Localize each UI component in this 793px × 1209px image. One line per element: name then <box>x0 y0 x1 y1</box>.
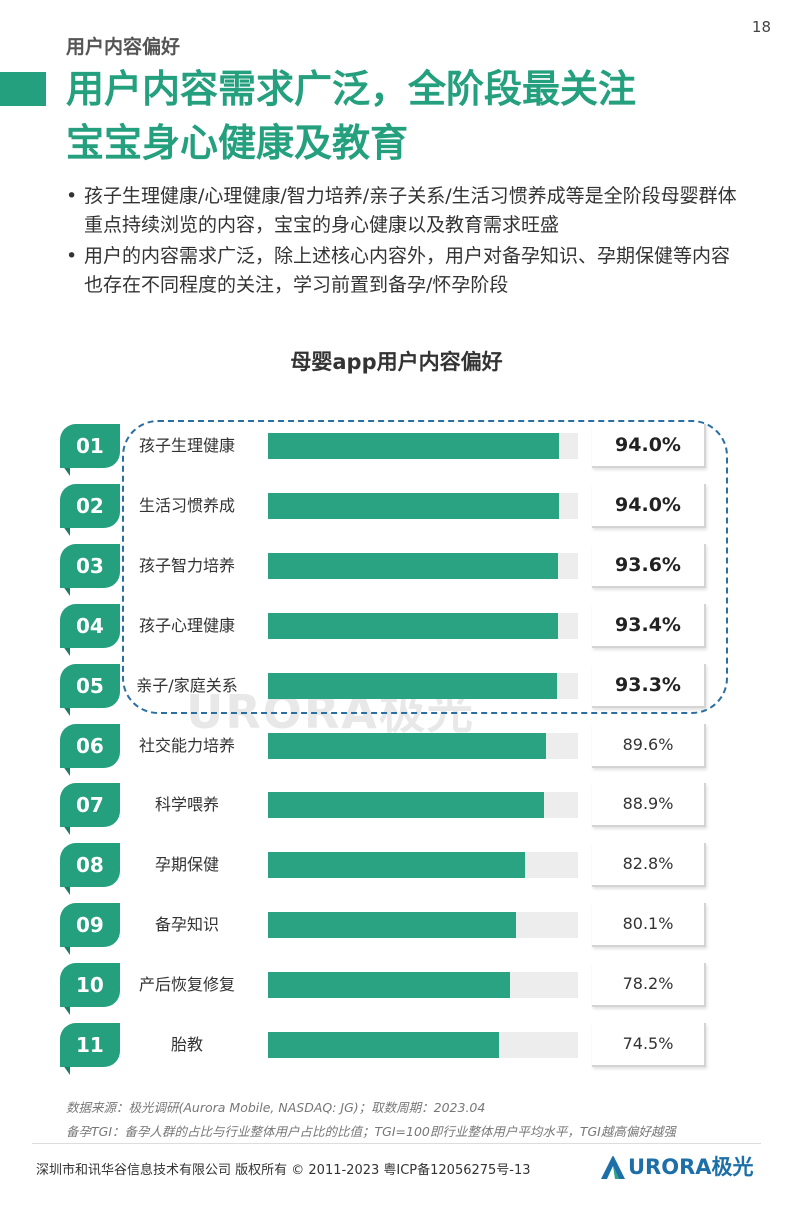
rank-badge-tail <box>60 761 70 776</box>
value-label: 89.6% <box>592 723 706 768</box>
category-label: 产后恢复修复 <box>138 975 235 995</box>
value-label: 93.4% <box>592 603 706 648</box>
bar-track <box>268 433 578 459</box>
chart-row: 08 孕期保健 82.8% <box>0 843 793 903</box>
rank-badge-tail <box>60 941 70 956</box>
category-label: 孩子智力培养 <box>138 555 235 575</box>
chart-title: 母婴app用户内容偏好 <box>290 350 503 374</box>
rank-badge-tail <box>60 881 70 896</box>
category-label: 备孕知识 <box>154 915 219 935</box>
rank-badge: 08 <box>60 843 120 888</box>
rank-badge-tail <box>60 462 70 476</box>
source-note: 数据来源：极光调研(Aurora Mobile, NASDAQ: JG)；取数周… <box>66 1100 486 1115</box>
chart-row: 10 产后恢复修复 78.2% <box>0 963 793 1023</box>
bar <box>268 552 559 579</box>
rank-badge: 04 <box>60 603 120 648</box>
value-label: 80.1% <box>592 903 706 948</box>
footer-copyright: 深圳市和讯华谷信息技术有限公司 版权所有 © 2011-2023 粤ICP备12… <box>36 1163 531 1178</box>
value-label: 88.9% <box>592 783 706 828</box>
rank-badge-tail <box>60 1061 70 1075</box>
page-title: 用户内容需求广泛，全阶段最关注 宝宝身心健康及教育 <box>66 62 766 170</box>
bullet-text: 孩子生理健康/心理健康/智力培养/亲子关系/生活习惯养成等是全阶段母婴群体重点持… <box>84 185 737 236</box>
tgi-note: 备孕TGI：备孕人群的占比与行业整体用户占比的比值；TGI=100即行业整体用户… <box>66 1124 676 1139</box>
bar <box>268 612 558 639</box>
bar <box>268 792 544 819</box>
chart-row: 06 社交能力培养 89.6% <box>0 723 793 784</box>
value-label: 78.2% <box>592 963 706 1008</box>
value-label: 74.5% <box>592 1023 706 1067</box>
value-label: 93.6% <box>592 543 706 588</box>
chart-row: 09 备孕知识 80.1% <box>0 903 793 963</box>
page-title-line-2: 宝宝身心健康及教育 <box>66 121 409 165</box>
rank-badge-tail <box>60 1001 70 1016</box>
logo-text: URORA极光 <box>628 1155 754 1179</box>
category-label: 孩子心理健康 <box>138 615 235 635</box>
category-label: 胎教 <box>170 1035 203 1054</box>
page-title-line-1: 用户内容需求广泛，全阶段最关注 <box>66 67 637 111</box>
rank-badge-tail <box>60 521 70 536</box>
rank-badge-tail <box>60 641 70 656</box>
rank-badge-tail <box>60 581 70 596</box>
rank-badge: 03 <box>60 543 120 588</box>
category-label: 社交能力培养 <box>138 735 235 755</box>
bar <box>268 1032 499 1058</box>
rank-badge: 09 <box>60 903 120 948</box>
rank-badge: 06 <box>60 723 120 768</box>
rank-badge: 05 <box>60 663 120 708</box>
bullet-text: 用户的内容需求广泛，除上述核心内容外，用户对备孕知识、孕期保健等内容也存在不同程… <box>84 245 731 296</box>
chart-row: 11 胎教 74.5% <box>0 1023 793 1083</box>
rank-badge: 10 <box>60 963 120 1008</box>
rank-badge-tail <box>60 821 70 836</box>
bullet-item: • 用户的内容需求广泛，除上述核心内容外，用户对备孕知识、孕期保健等内容也存在不… <box>66 242 746 300</box>
category-label: 亲子/家庭关系 <box>136 675 238 695</box>
bar-track <box>268 672 578 699</box>
page-number: 18 <box>751 18 771 36</box>
bullet-dot: • <box>66 245 78 267</box>
value-label: 82.8% <box>592 843 706 888</box>
bar-track <box>268 852 578 879</box>
bullet-dot: • <box>66 185 78 207</box>
category-label: 生活习惯养成 <box>138 495 235 515</box>
chart-row: 05 亲子/家庭关系 93.3% <box>0 663 793 724</box>
bar-track <box>268 732 578 759</box>
footer-divider <box>32 1143 761 1144</box>
bar <box>268 852 525 879</box>
bar-track <box>268 792 578 819</box>
bar <box>268 732 546 759</box>
category-label: 科学喂养 <box>154 795 219 815</box>
bar-track <box>268 492 578 519</box>
bar <box>268 972 511 999</box>
rank-badge: 11 <box>60 1023 120 1067</box>
aurora-logo-icon <box>601 1156 625 1179</box>
bar-track <box>268 1032 578 1058</box>
chart-row: 07 科学喂养 88.9% <box>0 783 793 843</box>
title-accent-bar <box>0 72 46 106</box>
bullet-list: • 孩子生理健康/心理健康/智力培养/亲子关系/生活习惯养成等是全阶段母婴群体重… <box>66 182 746 302</box>
bar <box>268 492 560 519</box>
bar <box>268 912 517 939</box>
rank-badge: 07 <box>60 783 120 828</box>
category-label: 孕期保健 <box>154 855 219 875</box>
category-label: 孩子生理健康 <box>138 436 235 455</box>
chart-row: 03 孩子智力培养 93.6% <box>0 543 793 604</box>
bar-track <box>268 552 578 579</box>
chart-row: 04 孩子心理健康 93.4% <box>0 603 793 664</box>
value-label: 94.0% <box>592 483 706 528</box>
chart-row: 01 孩子生理健康 94.0% <box>0 424 793 484</box>
rank-badge: 01 <box>60 424 120 468</box>
rank-badge-tail <box>60 701 70 716</box>
bar <box>268 433 560 459</box>
rank-badge: 02 <box>60 483 120 528</box>
chart-row: 02 生活习惯养成 94.0% <box>0 483 793 544</box>
highlight-box <box>122 420 728 714</box>
bullet-item: • 孩子生理健康/心理健康/智力培养/亲子关系/生活习惯养成等是全阶段母婴群体重… <box>66 182 746 240</box>
bar <box>268 672 558 699</box>
bar-track <box>268 912 578 939</box>
bar-track <box>268 612 578 639</box>
section-label: 用户内容偏好 <box>66 36 181 58</box>
bar-track <box>268 972 578 999</box>
